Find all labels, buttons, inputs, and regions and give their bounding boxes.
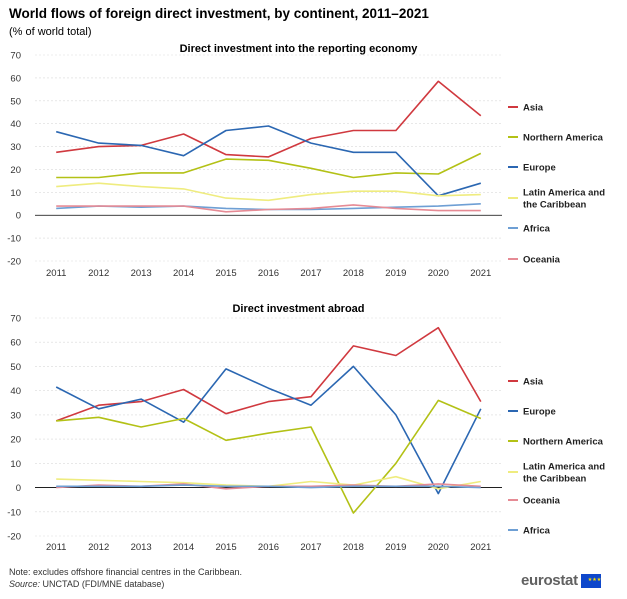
x-tick-label: 2011 bbox=[46, 268, 66, 279]
x-tick-label: 2021 bbox=[470, 268, 491, 279]
y-tick-label: 50 bbox=[10, 362, 21, 373]
legend-label-line: the Caribbean bbox=[523, 200, 587, 211]
y-tick-label: 40 bbox=[10, 119, 21, 130]
chart-unit-subtitle: (% of world total) bbox=[9, 26, 92, 38]
y-tick-label: 20 bbox=[10, 165, 21, 176]
legend-label-line: Latin America and bbox=[523, 188, 605, 199]
legend-label: Africa bbox=[523, 224, 551, 235]
series-line-africa bbox=[56, 484, 481, 489]
logo-text: eurostat bbox=[521, 572, 578, 589]
panel-title: Direct investment into the reporting eco… bbox=[180, 43, 419, 55]
x-tick-label: 2014 bbox=[173, 542, 194, 553]
legend-label: Asia bbox=[523, 103, 544, 114]
series-line-northern-america bbox=[56, 399, 482, 514]
x-tick-label: 2015 bbox=[215, 542, 236, 553]
legend-label: Latin America and the Caribbean bbox=[523, 188, 605, 211]
y-tick-label: 0 bbox=[16, 483, 21, 494]
x-tick-label: 2013 bbox=[131, 268, 152, 279]
source-text: UNCTAD (FDI/MNE database) bbox=[40, 579, 165, 589]
chart-main-title: World flows of foreign direct investment… bbox=[9, 6, 429, 21]
legend-label-line: Northern America bbox=[523, 437, 604, 448]
y-tick-label: 60 bbox=[10, 73, 21, 84]
y-tick-label: 40 bbox=[10, 386, 21, 397]
y-tick-label: 20 bbox=[10, 435, 21, 446]
x-tick-label: 2017 bbox=[300, 268, 321, 279]
x-tick-label: 2011 bbox=[46, 542, 66, 553]
legend-label-line: Oceania bbox=[523, 255, 561, 266]
legend-label: Asia bbox=[523, 377, 544, 388]
line-charts: Direct investment into the reporting eco… bbox=[7, 43, 605, 553]
legend-label-line: the Caribbean bbox=[523, 474, 587, 485]
series-line-europe bbox=[55, 125, 482, 197]
legend-label: Oceania bbox=[523, 255, 561, 266]
source-line: Source: UNCTAD (FDI/MNE database) bbox=[9, 579, 164, 589]
series-line-europe bbox=[55, 365, 482, 495]
series-line-northern-america bbox=[56, 152, 482, 179]
x-tick-label: 2020 bbox=[428, 542, 449, 553]
legend-label: Oceania bbox=[523, 496, 561, 507]
y-tick-label: -20 bbox=[7, 532, 21, 543]
x-tick-label: 2021 bbox=[470, 542, 491, 553]
x-tick-label: 2017 bbox=[300, 542, 321, 553]
x-tick-label: 2020 bbox=[428, 268, 449, 279]
y-tick-label: 60 bbox=[10, 338, 21, 349]
x-tick-label: 2016 bbox=[258, 268, 279, 279]
legend-label: Europe bbox=[523, 407, 556, 418]
legend-label-line: Asia bbox=[523, 377, 544, 388]
footnote: Note: excludes offshore financial centre… bbox=[9, 567, 242, 577]
y-tick-label: -10 bbox=[7, 234, 21, 245]
series-line-latin-america-and-the-caribbean bbox=[56, 182, 481, 202]
legend-label: Latin America and the Caribbean bbox=[523, 462, 605, 485]
series-line-asia bbox=[56, 80, 482, 158]
x-tick-label: 2014 bbox=[173, 268, 194, 279]
legend-label-line: Africa bbox=[523, 224, 551, 235]
flag-stars: ★★★ bbox=[587, 576, 602, 583]
y-tick-label: -10 bbox=[7, 507, 21, 518]
legend-label-line: Europe bbox=[523, 407, 556, 418]
y-tick-label: 10 bbox=[10, 459, 21, 470]
eurostat-logo: eurostat ★★★ bbox=[521, 572, 601, 589]
legend-label: Africa bbox=[523, 526, 551, 537]
legend-label-line: Asia bbox=[523, 103, 544, 114]
y-tick-label: 30 bbox=[10, 410, 21, 421]
source-label: Source: bbox=[9, 579, 41, 589]
x-tick-label: 2012 bbox=[88, 268, 109, 279]
x-tick-label: 2019 bbox=[385, 268, 406, 279]
legend-label-line: Europe bbox=[523, 163, 556, 174]
y-tick-label: 70 bbox=[10, 51, 21, 62]
x-tick-label: 2019 bbox=[385, 542, 406, 553]
legend-label-line: Oceania bbox=[523, 496, 561, 507]
legend-label-line: Africa bbox=[523, 526, 551, 537]
y-tick-label: 10 bbox=[10, 188, 21, 199]
x-tick-label: 2016 bbox=[258, 542, 279, 553]
x-tick-label: 2018 bbox=[343, 542, 364, 553]
legend-label: Europe bbox=[523, 163, 556, 174]
legend-label: Northern America bbox=[523, 437, 604, 448]
x-tick-label: 2018 bbox=[343, 268, 364, 279]
legend-label-line: Northern America bbox=[523, 133, 604, 144]
series-line-asia bbox=[55, 326, 482, 422]
legend-label: Northern America bbox=[523, 133, 604, 144]
x-tick-label: 2013 bbox=[131, 542, 152, 553]
y-tick-label: 50 bbox=[10, 96, 21, 107]
eu-flag-icon: ★★★ bbox=[580, 573, 602, 588]
y-tick-label: 70 bbox=[10, 314, 21, 325]
legend-label-line: Latin America and bbox=[523, 462, 605, 473]
x-tick-label: 2012 bbox=[88, 542, 109, 553]
x-tick-label: 2015 bbox=[215, 268, 236, 279]
y-tick-label: 30 bbox=[10, 142, 21, 153]
y-tick-label: 0 bbox=[16, 211, 21, 222]
series-line-oceania bbox=[56, 204, 481, 213]
y-tick-label: -20 bbox=[7, 257, 21, 268]
panel-title: Direct investment abroad bbox=[232, 303, 364, 315]
